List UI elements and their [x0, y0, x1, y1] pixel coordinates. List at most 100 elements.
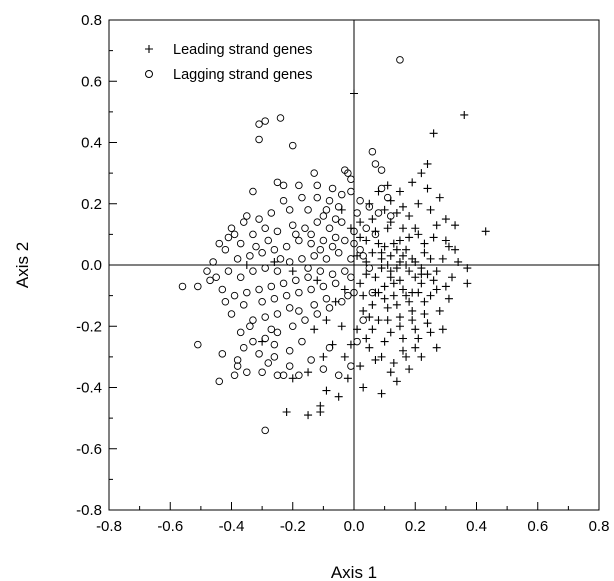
leading-strand-point	[365, 343, 374, 352]
leading-strand-point	[386, 368, 395, 377]
leading-strand-point	[460, 110, 469, 119]
leading-strand-point	[420, 297, 429, 306]
leading-strand-point	[435, 193, 444, 202]
leading-strand-point	[389, 291, 398, 300]
leading-strand-point	[334, 392, 343, 401]
lagging-strand-point	[316, 267, 325, 275]
leading-strand-point	[411, 325, 420, 334]
y-tick-label: -0.6	[76, 441, 102, 458]
lagging-strand-point	[319, 212, 328, 220]
leading-strand-point	[359, 306, 368, 315]
legend-item-leading: Leading strand genes	[145, 42, 312, 58]
lagging-strand-point	[249, 267, 257, 275]
leading-strand-point	[389, 239, 398, 248]
y-tick-label: -0.8	[76, 502, 102, 519]
leading-strand-point	[383, 181, 392, 190]
lagging-strand-point	[255, 285, 263, 294]
lagging-strand-point	[279, 181, 288, 190]
lagging-strand-point	[331, 279, 340, 288]
lagging-strand-point	[322, 255, 331, 263]
lagging-strand-point	[239, 343, 248, 352]
leading-strand-point	[395, 187, 404, 196]
leading-strand-point	[377, 352, 386, 361]
lagging-strand-point	[261, 313, 269, 321]
leading-strand-point	[359, 291, 368, 300]
legend-item-lagging: Lagging strand genes	[145, 67, 312, 83]
x-tick-label: 0.4	[466, 518, 487, 535]
lagging-strand-point	[371, 230, 380, 239]
lagging-strand-point	[319, 282, 328, 291]
lagging-strand-point	[243, 212, 251, 220]
lagging-strand-point	[273, 328, 282, 337]
lagging-strand-point	[313, 218, 322, 226]
lagging-strand-point	[295, 307, 303, 315]
leading-strand-point	[414, 199, 423, 208]
lagging-strand-point	[276, 114, 285, 122]
leading-strand-point	[356, 233, 365, 242]
leading-strand-point	[448, 273, 456, 282]
x-tick-label: -0.2	[280, 518, 306, 535]
reference-lines	[109, 20, 599, 510]
leading-strand-point	[340, 352, 349, 361]
leading-strand-point	[399, 202, 407, 211]
leading-strand-point	[346, 340, 355, 349]
lagging-strand-point	[215, 377, 223, 386]
lagging-strand-point	[249, 316, 257, 324]
leading-strand-point	[386, 328, 395, 337]
leading-strand-point	[399, 285, 407, 294]
leading-strand-point	[242, 261, 251, 269]
lagging-strand-point	[350, 239, 358, 248]
lagging-strand-point	[301, 224, 309, 232]
lagging-strand-point	[194, 282, 202, 291]
lagging-strand-point	[377, 166, 386, 174]
x-tick-label: 0.0	[344, 518, 365, 535]
leading-strand-point	[362, 334, 371, 343]
leading-strand-point	[441, 282, 450, 291]
leading-strand-point	[417, 270, 426, 279]
lagging-strand-point	[233, 255, 242, 263]
lagging-strand-point	[298, 193, 306, 202]
lagging-strand-point	[350, 288, 358, 297]
leading-strand-point	[402, 261, 411, 269]
leading-strand-point	[423, 184, 432, 193]
lagging-strand-point	[328, 184, 337, 193]
leading-strand-point	[362, 236, 371, 245]
leading-strand-point	[313, 276, 322, 285]
lagging-strand-point	[316, 245, 325, 254]
leading-strand-point	[392, 245, 401, 254]
leading-strand-point	[451, 221, 460, 230]
lagging-strand-point	[377, 184, 386, 193]
leading-strand-point	[304, 411, 313, 420]
lagging-strand-point	[221, 245, 230, 254]
leading-strand-point	[374, 239, 383, 248]
lagging-strand-point	[341, 267, 349, 275]
leading-strand-point	[405, 297, 414, 306]
leading-strand-point	[395, 236, 404, 245]
leading-strand-point	[392, 208, 401, 217]
lagging-strand-point	[285, 304, 294, 312]
leading-strand-point	[408, 306, 417, 315]
lagging-strand-point	[218, 285, 227, 294]
leading-strand-point	[368, 248, 377, 257]
leading-strand-point	[417, 279, 426, 288]
leading-strand-point	[426, 291, 435, 300]
leading-strand-point	[353, 325, 362, 334]
leading-strand-point	[451, 245, 460, 254]
lagging-strand-point	[209, 258, 217, 266]
lagging-strand-point	[341, 236, 349, 245]
lagging-strand-point	[270, 294, 279, 303]
leading-strand-point	[380, 282, 389, 291]
lagging-strand-point	[261, 224, 269, 232]
lagging-strand-point	[178, 282, 187, 291]
lagging-strand-point	[279, 371, 288, 380]
lagging-strand-point	[243, 288, 251, 297]
lagging-strand-point	[307, 356, 315, 364]
leading-strand-point	[383, 303, 392, 312]
lagging-strand-point	[362, 224, 371, 232]
lagging-strand-point	[264, 359, 273, 367]
lagging-strand-point	[246, 322, 254, 331]
lagging-strand-point	[328, 242, 337, 251]
lagging-strand-point	[334, 248, 343, 257]
lagging-strand-point	[347, 362, 355, 370]
lagging-strand-point	[215, 239, 223, 248]
